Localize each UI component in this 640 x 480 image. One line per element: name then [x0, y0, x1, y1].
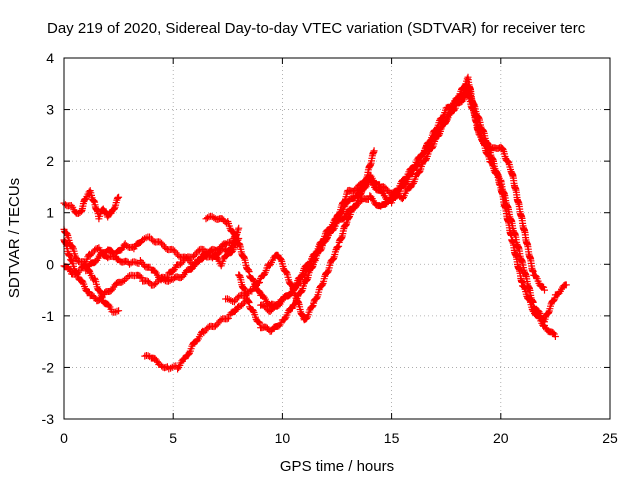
data-markers [60, 73, 570, 373]
x-tick-label: 15 [384, 430, 400, 446]
x-tick-label: 10 [275, 430, 291, 446]
plot-frame [63, 57, 611, 420]
x-tick-label: 5 [169, 430, 177, 446]
y-axis-label: SDTVAR / TECUs [6, 178, 23, 298]
series-trace-5 [82, 238, 243, 285]
axis-ticks: 0 5 10 15 20 25 -3 -2 -1 0 1 2 3 4 [42, 50, 618, 446]
y-tick-label: -1 [42, 308, 55, 324]
series-trace-8 [257, 73, 548, 315]
x-axis-label: GPS time / hours [280, 458, 394, 475]
y-tick-label: 1 [46, 205, 54, 221]
series-trace-1 [60, 187, 123, 223]
y-tick-label: -3 [42, 411, 55, 427]
y-tick-label: 4 [46, 50, 54, 66]
y-tick-label: 3 [46, 102, 54, 118]
chart-title: Day 219 of 2020, Sidereal Day-to-day VTE… [47, 20, 586, 37]
x-tick-label: 0 [60, 430, 68, 446]
series-trace-9 [141, 296, 251, 373]
y-tick-label: 0 [46, 256, 54, 272]
y-tick-label: 2 [46, 153, 54, 169]
series-trace-10 [222, 147, 378, 324]
x-tick-label: 25 [602, 430, 618, 446]
x-tick-label: 20 [493, 430, 509, 446]
y-tick-label: -2 [42, 359, 55, 375]
